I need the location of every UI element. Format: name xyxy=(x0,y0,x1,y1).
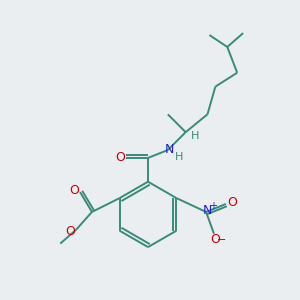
Text: N: N xyxy=(165,142,175,155)
Text: H: H xyxy=(175,152,183,162)
Text: O: O xyxy=(69,184,79,196)
Text: H: H xyxy=(190,131,199,141)
Text: N: N xyxy=(202,204,212,218)
Text: −: − xyxy=(217,235,226,245)
Text: O: O xyxy=(65,225,75,238)
Text: O: O xyxy=(115,152,125,164)
Text: O: O xyxy=(227,196,237,208)
Text: +: + xyxy=(209,201,217,211)
Text: O: O xyxy=(210,233,220,246)
